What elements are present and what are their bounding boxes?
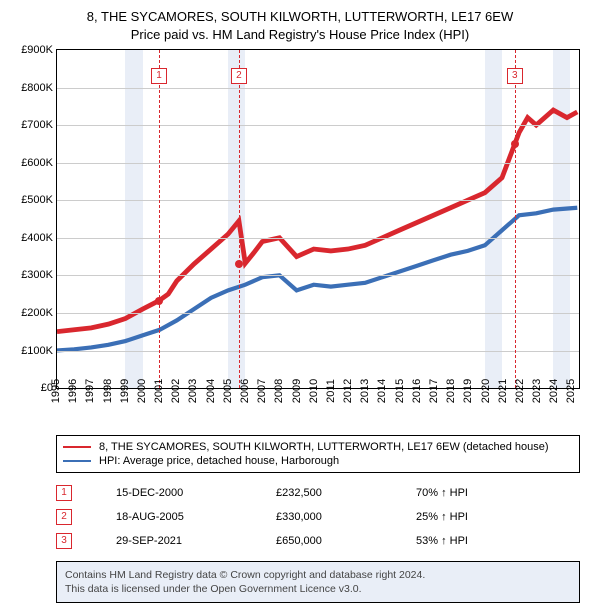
sale-marker-box: 3 bbox=[56, 533, 72, 549]
x-axis-label: 2002 bbox=[170, 379, 182, 403]
x-axis-label: 2007 bbox=[256, 379, 268, 403]
sale-price: £232,500 bbox=[276, 487, 416, 499]
sale-marker-box: 1 bbox=[56, 485, 72, 501]
title-line-1: 8, THE SYCAMORES, SOUTH KILWORTH, LUTTER… bbox=[10, 8, 590, 26]
legend: 8, THE SYCAMORES, SOUTH KILWORTH, LUTTER… bbox=[56, 435, 580, 473]
x-axis-label: 1997 bbox=[84, 379, 96, 403]
sale-delta: 25% ↑ HPI bbox=[416, 511, 536, 523]
y-axis-label: £500K bbox=[21, 194, 57, 206]
x-axis-labels: 1995199619971998199920002001200220032004… bbox=[56, 389, 580, 427]
x-axis-label: 1998 bbox=[102, 379, 114, 403]
footer-line: Contains HM Land Registry data © Crown c… bbox=[65, 568, 571, 582]
sale-date: 29-SEP-2021 bbox=[116, 535, 276, 547]
x-axis-label: 2015 bbox=[394, 379, 406, 403]
x-axis-label: 2000 bbox=[136, 379, 148, 403]
y-axis-label: £700K bbox=[21, 119, 57, 131]
sale-dot bbox=[155, 297, 163, 305]
y-axis-label: £400K bbox=[21, 232, 57, 244]
table-row: 1 15-DEC-2000 £232,500 70% ↑ HPI bbox=[56, 481, 580, 505]
x-axis-label: 2010 bbox=[308, 379, 320, 403]
x-axis-label: 2003 bbox=[187, 379, 199, 403]
x-axis-label: 2020 bbox=[480, 379, 492, 403]
x-axis-label: 2017 bbox=[428, 379, 440, 403]
sale-marker-line bbox=[515, 50, 516, 388]
sale-dot bbox=[235, 260, 243, 268]
y-gridline bbox=[57, 351, 579, 352]
x-axis-label: 2008 bbox=[273, 379, 285, 403]
series-property bbox=[57, 110, 577, 332]
footer-line: This data is licensed under the Open Gov… bbox=[65, 582, 571, 596]
x-axis-label: 2018 bbox=[445, 379, 457, 403]
x-axis-label: 2005 bbox=[222, 379, 234, 403]
sale-marker-box: 2 bbox=[231, 68, 247, 84]
x-axis-label: 1999 bbox=[119, 379, 131, 403]
x-axis-label: 2016 bbox=[411, 379, 423, 403]
legend-swatch bbox=[63, 460, 91, 462]
legend-item: 8, THE SYCAMORES, SOUTH KILWORTH, LUTTER… bbox=[63, 440, 573, 454]
x-axis-label: 2013 bbox=[359, 379, 371, 403]
y-axis-label: £900K bbox=[21, 44, 57, 56]
sale-marker-line bbox=[239, 50, 240, 388]
x-axis-label: 2004 bbox=[205, 379, 217, 403]
y-gridline bbox=[57, 238, 579, 239]
y-axis-label: £800K bbox=[21, 82, 57, 94]
sale-delta: 70% ↑ HPI bbox=[416, 487, 536, 499]
legend-label: 8, THE SYCAMORES, SOUTH KILWORTH, LUTTER… bbox=[99, 441, 549, 453]
x-axis-label: 2021 bbox=[497, 379, 509, 403]
plot-area: £0£100K£200K£300K£400K£500K£600K£700K£80… bbox=[56, 49, 580, 389]
y-axis-label: £100K bbox=[21, 345, 57, 357]
x-axis-label: 2019 bbox=[462, 379, 474, 403]
series-svg bbox=[57, 50, 579, 388]
x-axis-label: 2012 bbox=[342, 379, 354, 403]
y-axis-label: £600K bbox=[21, 157, 57, 169]
chart-container: 8, THE SYCAMORES, SOUTH KILWORTH, LUTTER… bbox=[0, 0, 600, 609]
y-gridline bbox=[57, 88, 579, 89]
y-axis-label: £300K bbox=[21, 269, 57, 281]
sale-marker-line bbox=[159, 50, 160, 388]
legend-swatch bbox=[63, 446, 91, 448]
sale-date: 15-DEC-2000 bbox=[116, 487, 276, 499]
sale-marker-box: 1 bbox=[151, 68, 167, 84]
x-axis-label: 2024 bbox=[548, 379, 560, 403]
x-axis-label: 2001 bbox=[153, 379, 165, 403]
table-row: 2 18-AUG-2005 £330,000 25% ↑ HPI bbox=[56, 505, 580, 529]
y-gridline bbox=[57, 275, 579, 276]
x-axis-label: 2022 bbox=[514, 379, 526, 403]
sale-dot bbox=[511, 140, 519, 148]
y-axis-label: £200K bbox=[21, 307, 57, 319]
x-axis-label: 1995 bbox=[50, 379, 62, 403]
sale-marker-box: 2 bbox=[56, 509, 72, 525]
x-axis-label: 2011 bbox=[325, 379, 337, 403]
attribution-footer: Contains HM Land Registry data © Crown c… bbox=[56, 561, 580, 603]
x-axis-label: 2025 bbox=[565, 379, 577, 403]
y-gridline bbox=[57, 125, 579, 126]
sale-delta: 53% ↑ HPI bbox=[416, 535, 536, 547]
legend-item: HPI: Average price, detached house, Harb… bbox=[63, 454, 573, 468]
x-axis-label: 2006 bbox=[239, 379, 251, 403]
chart-title: 8, THE SYCAMORES, SOUTH KILWORTH, LUTTER… bbox=[10, 8, 590, 43]
series-hpi bbox=[57, 208, 577, 351]
sale-price: £650,000 bbox=[276, 535, 416, 547]
y-gridline bbox=[57, 313, 579, 314]
sales-table: 1 15-DEC-2000 £232,500 70% ↑ HPI 2 18-AU… bbox=[56, 481, 580, 553]
sale-price: £330,000 bbox=[276, 511, 416, 523]
x-axis-label: 2009 bbox=[291, 379, 303, 403]
title-line-2: Price paid vs. HM Land Registry's House … bbox=[10, 26, 590, 44]
y-gridline bbox=[57, 163, 579, 164]
x-axis-label: 1996 bbox=[67, 379, 79, 403]
sale-marker-box: 3 bbox=[507, 68, 523, 84]
legend-label: HPI: Average price, detached house, Harb… bbox=[99, 455, 339, 467]
table-row: 3 29-SEP-2021 £650,000 53% ↑ HPI bbox=[56, 529, 580, 553]
x-axis-label: 2014 bbox=[376, 379, 388, 403]
y-gridline bbox=[57, 200, 579, 201]
x-axis-label: 2023 bbox=[531, 379, 543, 403]
sale-date: 18-AUG-2005 bbox=[116, 511, 276, 523]
